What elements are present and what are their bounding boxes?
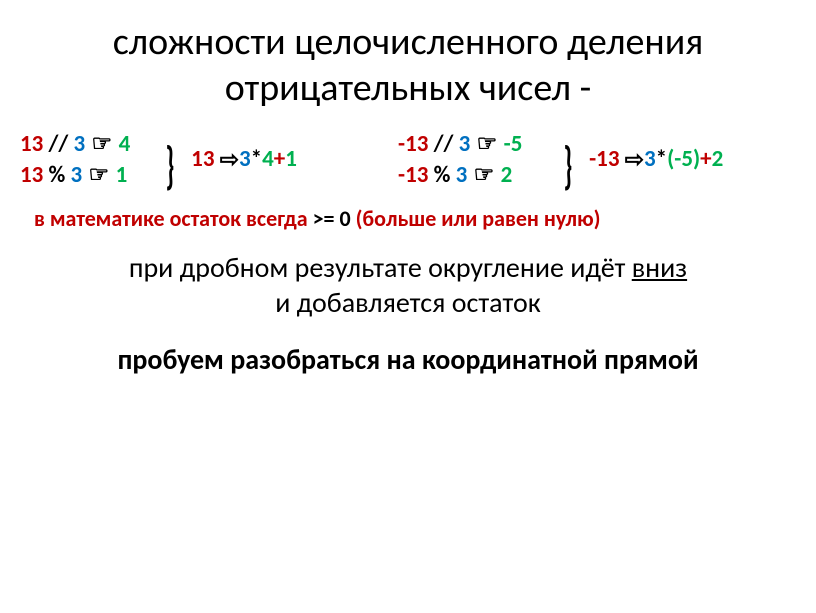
e13: 13 xyxy=(191,145,220,173)
expr-mod-left: 13 % 3 ☞ 1 xyxy=(20,160,179,191)
op-mod: % xyxy=(43,161,70,189)
title-line-1: сложности целочисленного деления xyxy=(113,19,704,65)
left-expressions: 13 // 3 ☞ 4 13 % 3 ☞ 1 xyxy=(20,129,179,191)
title-line-2: отрицательных чисел - xyxy=(225,65,592,111)
expr-div-right: -13 // 3 ☞ -5 xyxy=(398,129,577,160)
body-text: при дробном результате округление идёт в… xyxy=(20,250,796,320)
note-post: (больше или равен нулю) xyxy=(351,205,601,232)
slide: сложности целочисленного деления отрицат… xyxy=(0,0,816,613)
math-note: в математике остаток всегда >= 0 (больше… xyxy=(34,205,796,232)
note-ge: >= 0 xyxy=(313,205,351,232)
e3r: 3 xyxy=(644,145,656,173)
n13b: 13 xyxy=(20,161,43,189)
conclusion: пробуем разобраться на координатной прям… xyxy=(20,342,796,377)
expr-div-left: 13 // 3 ☞ 4 xyxy=(20,129,179,160)
right-expansion: } -13 ⇨3*(-5)+2 xyxy=(577,145,796,175)
eplusr: + xyxy=(700,145,711,173)
res4: 4 xyxy=(119,130,131,158)
body-l1-underline: вниз xyxy=(632,250,687,285)
nm13: -13 xyxy=(398,130,428,158)
brace-icon: } xyxy=(166,133,175,197)
em5: (-5) xyxy=(667,145,700,173)
hand-icon: ☞ xyxy=(82,161,115,187)
body-l1-pre: при дробном результате округление идёт xyxy=(129,250,632,285)
note-pre: в математике остаток всегда xyxy=(34,205,313,232)
left-expansion: } 13 ⇨3*4+1 xyxy=(179,145,398,175)
res1: 1 xyxy=(116,161,128,189)
examples-row: 13 // 3 ☞ 4 13 % 3 ☞ 1 } 13 ⇨3*4+1 -13 /… xyxy=(20,129,796,191)
brace-icon: } xyxy=(564,133,573,197)
hand-icon: ☞ xyxy=(85,130,118,156)
expr-mod-right: -13 % 3 ☞ 2 xyxy=(398,160,577,191)
resm5: -5 xyxy=(504,130,523,158)
slide-title: сложности целочисленного деления отрицат… xyxy=(20,20,796,111)
op-mod-r: % xyxy=(428,161,455,189)
e3: 3 xyxy=(239,145,251,173)
e2: 2 xyxy=(712,145,724,173)
e4: 4 xyxy=(262,145,274,173)
op-div-r: // xyxy=(428,130,458,158)
n13: 13 xyxy=(20,130,43,158)
arrow-icon: ⇨ xyxy=(220,145,239,175)
hand-icon: ☞ xyxy=(470,130,503,156)
hand-icon: ☞ xyxy=(467,161,500,187)
em13: -13 xyxy=(589,145,625,173)
d3b: 3 xyxy=(71,161,83,189)
res2: 2 xyxy=(501,161,513,189)
d3rb: 3 xyxy=(456,161,468,189)
op-div: // xyxy=(43,130,73,158)
estarr: * xyxy=(656,145,667,173)
d3: 3 xyxy=(74,130,86,158)
arrow-icon: ⇨ xyxy=(625,145,644,175)
right-expressions: -13 // 3 ☞ -5 -13 % 3 ☞ 2 xyxy=(398,129,577,191)
nm13b: -13 xyxy=(398,161,428,189)
estar: * xyxy=(251,145,262,173)
body-l2: и добавляется остаток xyxy=(275,285,541,320)
eplus: + xyxy=(274,145,285,173)
e1: 1 xyxy=(285,145,297,173)
d3r: 3 xyxy=(459,130,471,158)
